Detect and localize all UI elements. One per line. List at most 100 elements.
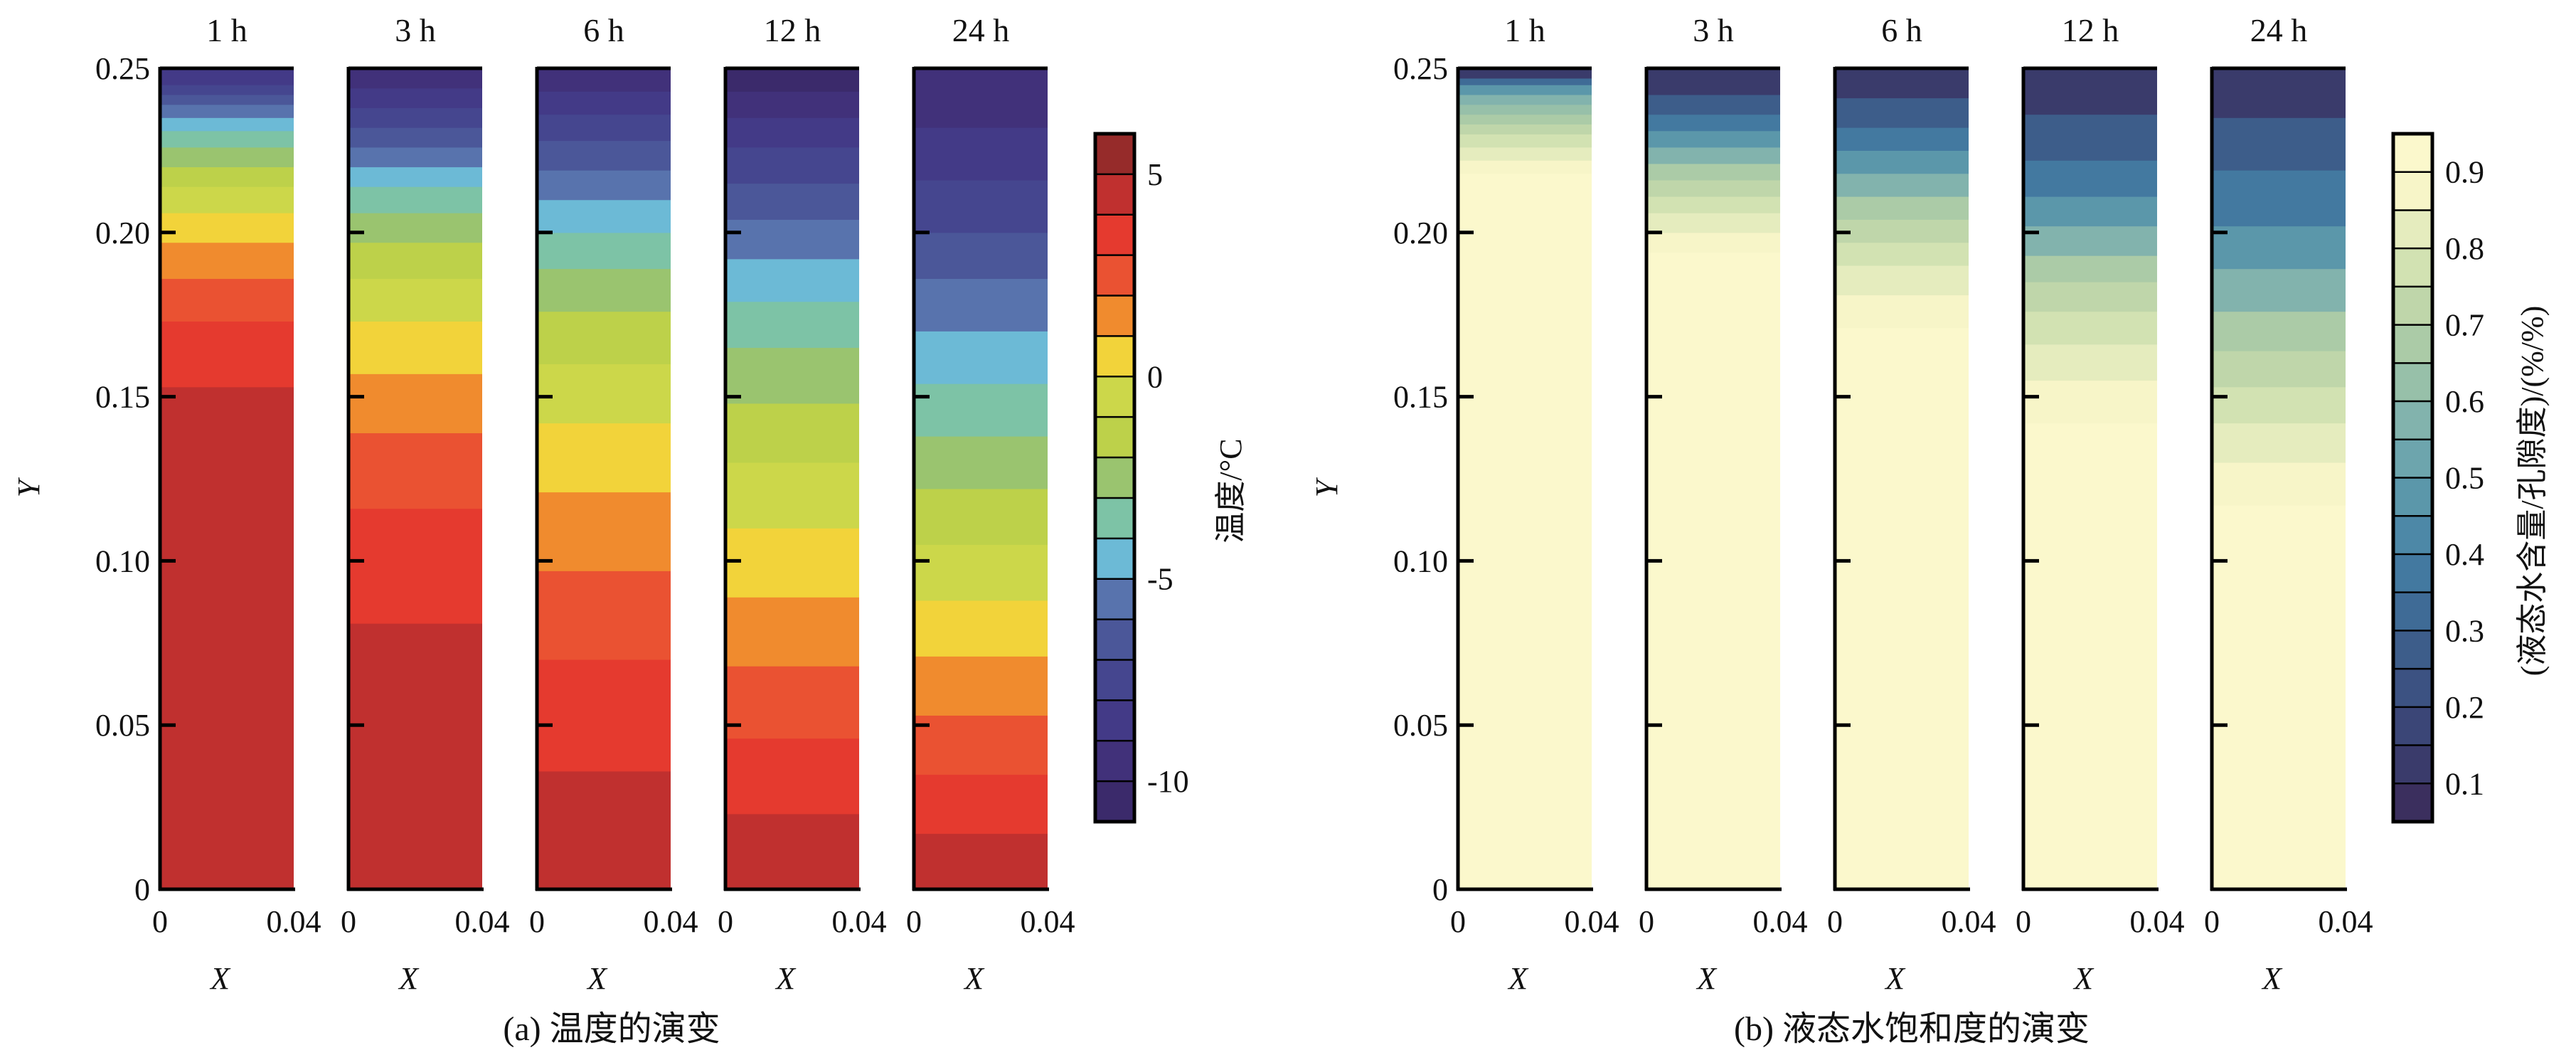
- contour-band: [1646, 196, 1780, 213]
- contour-band: [725, 117, 859, 148]
- contour-band: [1646, 94, 1780, 115]
- panel-title: 6 h: [583, 12, 624, 48]
- contour-band: [914, 488, 1048, 545]
- colorbar-swatch: [2393, 248, 2432, 287]
- contour-band: [914, 331, 1048, 384]
- contour-band: [348, 147, 482, 168]
- y-tick-label: 0.25: [1393, 51, 1448, 86]
- contour-band: [1646, 213, 1780, 233]
- y-tick-label: 0: [1432, 872, 1448, 907]
- colorbar-swatch: [1095, 295, 1134, 337]
- colorbar-tick-label: 0.6: [2445, 384, 2484, 419]
- colorbar-swatch: [1095, 134, 1134, 175]
- contour-band: [160, 85, 294, 95]
- contour-panel: 0 0.04 X 6 h: [1827, 12, 1996, 996]
- contour-band: [725, 258, 859, 302]
- y-axis-label: Y: [11, 477, 46, 497]
- contour-band: [1835, 242, 1969, 266]
- contour-panel: 0 0.04 X 24 h: [906, 12, 1075, 996]
- contour-band: [2212, 350, 2346, 388]
- colorbar-tick-label: 0.7: [2445, 308, 2484, 343]
- contour-band: [537, 571, 671, 660]
- contour-band: [725, 666, 859, 739]
- contour-band: [1458, 104, 1592, 115]
- contour-band: [2212, 311, 2346, 351]
- contour-band: [1646, 163, 1780, 181]
- contour-band: [2212, 504, 2346, 890]
- contour-panel: 0 0.05 0.10 0.15 0.20 0.25 0 0.04 X 1 h: [1393, 12, 1619, 996]
- contour-band: [914, 656, 1048, 716]
- x-tick-label: 0.04: [1021, 904, 1075, 939]
- contour-band: [2212, 423, 2346, 463]
- colorbar-swatch: [1095, 376, 1134, 418]
- contour-band: [1458, 134, 1592, 148]
- contour-band: [348, 623, 482, 890]
- contour-band: [160, 130, 294, 148]
- x-axis-label: X: [775, 961, 797, 996]
- contour-band: [914, 383, 1048, 437]
- x-tick-label: 0: [1639, 904, 1654, 939]
- contour-band: [2212, 386, 2346, 424]
- x-tick-label: 0.04: [2130, 904, 2185, 939]
- contour-band: [725, 91, 859, 118]
- contour-band: [1835, 265, 1969, 296]
- colorbar-swatch: [1095, 336, 1134, 377]
- contour-band: [160, 147, 294, 168]
- contour-band: [537, 91, 671, 115]
- contour-band: [914, 600, 1048, 657]
- contour-band: [348, 508, 482, 624]
- contour-panel: 0 0.04 X 6 h: [529, 12, 698, 996]
- colorbar-frame: [1093, 132, 1137, 824]
- contour-band: [348, 88, 482, 108]
- contour-band: [537, 311, 671, 365]
- x-tick-label: 0.04: [1565, 904, 1619, 939]
- contour-band: [1835, 196, 1969, 220]
- colorbar-tick-label: 0.2: [2445, 690, 2484, 725]
- contour-band: [160, 386, 294, 890]
- contour-band: [348, 321, 482, 374]
- contour-band: [160, 321, 294, 388]
- contour-band: [1835, 173, 1969, 197]
- contour-band: [160, 166, 294, 187]
- colorbar-tick-label: 5: [1147, 157, 1163, 192]
- contour-band: [348, 68, 482, 89]
- contour-band: [2023, 68, 2157, 115]
- contour-band: [1835, 327, 1969, 890]
- colorbar-tick-label: 0.1: [2445, 766, 2484, 801]
- y-tick-label: 0.10: [95, 544, 150, 578]
- contour-band: [914, 127, 1048, 181]
- colorbar-swatch: [2393, 439, 2432, 479]
- colorbar-swatch: [1095, 578, 1134, 620]
- x-tick-label: 0.04: [1942, 904, 1996, 939]
- contour-band: [537, 364, 671, 424]
- panel-title: 24 h: [2250, 12, 2308, 48]
- contour-band: [1835, 97, 1969, 128]
- x-axis-label: X: [2072, 961, 2095, 996]
- panel-title: 3 h: [1693, 12, 1734, 48]
- contour-band: [2212, 68, 2346, 118]
- contour-band: [1458, 68, 1592, 79]
- contour-band: [348, 107, 482, 128]
- contour-band: [725, 403, 859, 463]
- colorbar-label: (液态水含量/孔隙度)/(%/%): [2515, 306, 2550, 677]
- contour-band: [725, 68, 859, 92]
- contour-panel: 0 0.04 X 12 h: [2016, 12, 2185, 996]
- x-axis-label: X: [2261, 961, 2283, 996]
- contour-band: [1458, 124, 1592, 134]
- contour-band: [2023, 282, 2157, 312]
- x-tick-label: 0: [529, 904, 545, 939]
- x-axis-label: X: [1507, 961, 1529, 996]
- colorbar-swatch: [2393, 477, 2432, 516]
- contour-band: [537, 659, 671, 772]
- colorbar-tick-label: -5: [1147, 562, 1173, 597]
- contour-band: [2023, 196, 2157, 227]
- colorbar-swatch: [1095, 497, 1134, 539]
- contour-band: [1458, 147, 1592, 161]
- contour-band: [348, 213, 482, 243]
- colorbar-swatch: [1095, 214, 1134, 256]
- contour-band: [1646, 232, 1780, 253]
- contour-band: [537, 68, 671, 92]
- contour-band: [537, 770, 671, 890]
- colorbar-swatch: [1095, 417, 1134, 458]
